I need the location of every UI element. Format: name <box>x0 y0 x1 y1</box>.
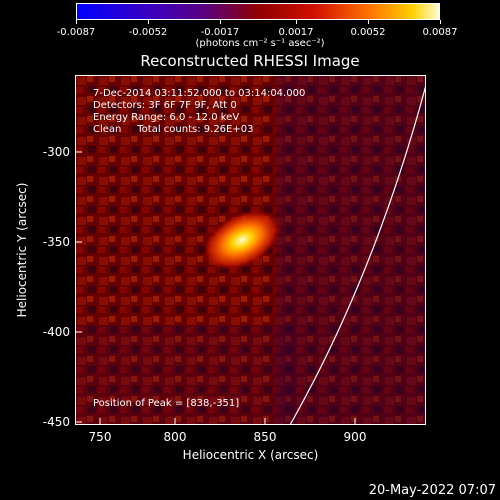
colorbar-tick-mark <box>220 20 221 24</box>
y-axis-label: Heliocentric Y (arcsec) <box>15 182 29 318</box>
colorbar-tick-label: 0.0017 <box>278 27 314 38</box>
flare-source <box>202 209 282 271</box>
info-energy: Energy Range: 6.0 - 12.0 keV <box>93 112 240 123</box>
colorbar-tick-label: 0.0052 <box>350 27 386 38</box>
colorbar-tick-label: 0.0087 <box>422 27 458 38</box>
x-tick-label: 750 <box>88 430 112 444</box>
colorbar-tick-mark <box>148 20 149 24</box>
x-axis-label: Heliocentric X (arcsec) <box>182 448 319 462</box>
y-tick-label: -350 <box>42 235 70 249</box>
colorbar-tick-mark <box>440 20 441 24</box>
info-time: 7-Dec-2014 03:11:52.000 to 03:14:04.000 <box>93 88 306 99</box>
colorbar-tick-label: -0.0087 <box>56 27 96 38</box>
x-tick-label: 900 <box>343 430 367 444</box>
info-detectors: Detectors: 3F 6F 7F 9F, Att 0 <box>93 100 237 111</box>
colorbar-units-label: (photons cm⁻² s⁻¹ asec⁻²) <box>195 38 325 49</box>
colorbar-tick-mark <box>368 20 369 24</box>
y-tick-label: -300 <box>42 145 70 159</box>
colorbar-tick-mark <box>76 20 77 24</box>
solar-limb <box>289 84 426 425</box>
rhessi-image <box>75 75 426 425</box>
info-peak-position: Position of Peak = [838,-351] <box>93 398 240 409</box>
plot-title: Reconstructed RHESSI Image <box>140 52 360 70</box>
x-tick-label: 800 <box>163 430 187 444</box>
colorbar-tick-label: -0.0017 <box>200 27 240 38</box>
y-tick-label: -450 <box>42 415 70 429</box>
colorbar-tick-mark <box>296 20 297 24</box>
colorbar-tick-label: -0.0052 <box>128 27 168 38</box>
datestamp: 20-May-2022 07:07 <box>368 483 496 498</box>
x-tick-label: 850 <box>253 430 277 444</box>
y-tick-label: -400 <box>42 325 70 339</box>
colorbar <box>76 3 440 20</box>
info-method: Clean Total counts: 9.26E+03 <box>93 124 254 135</box>
